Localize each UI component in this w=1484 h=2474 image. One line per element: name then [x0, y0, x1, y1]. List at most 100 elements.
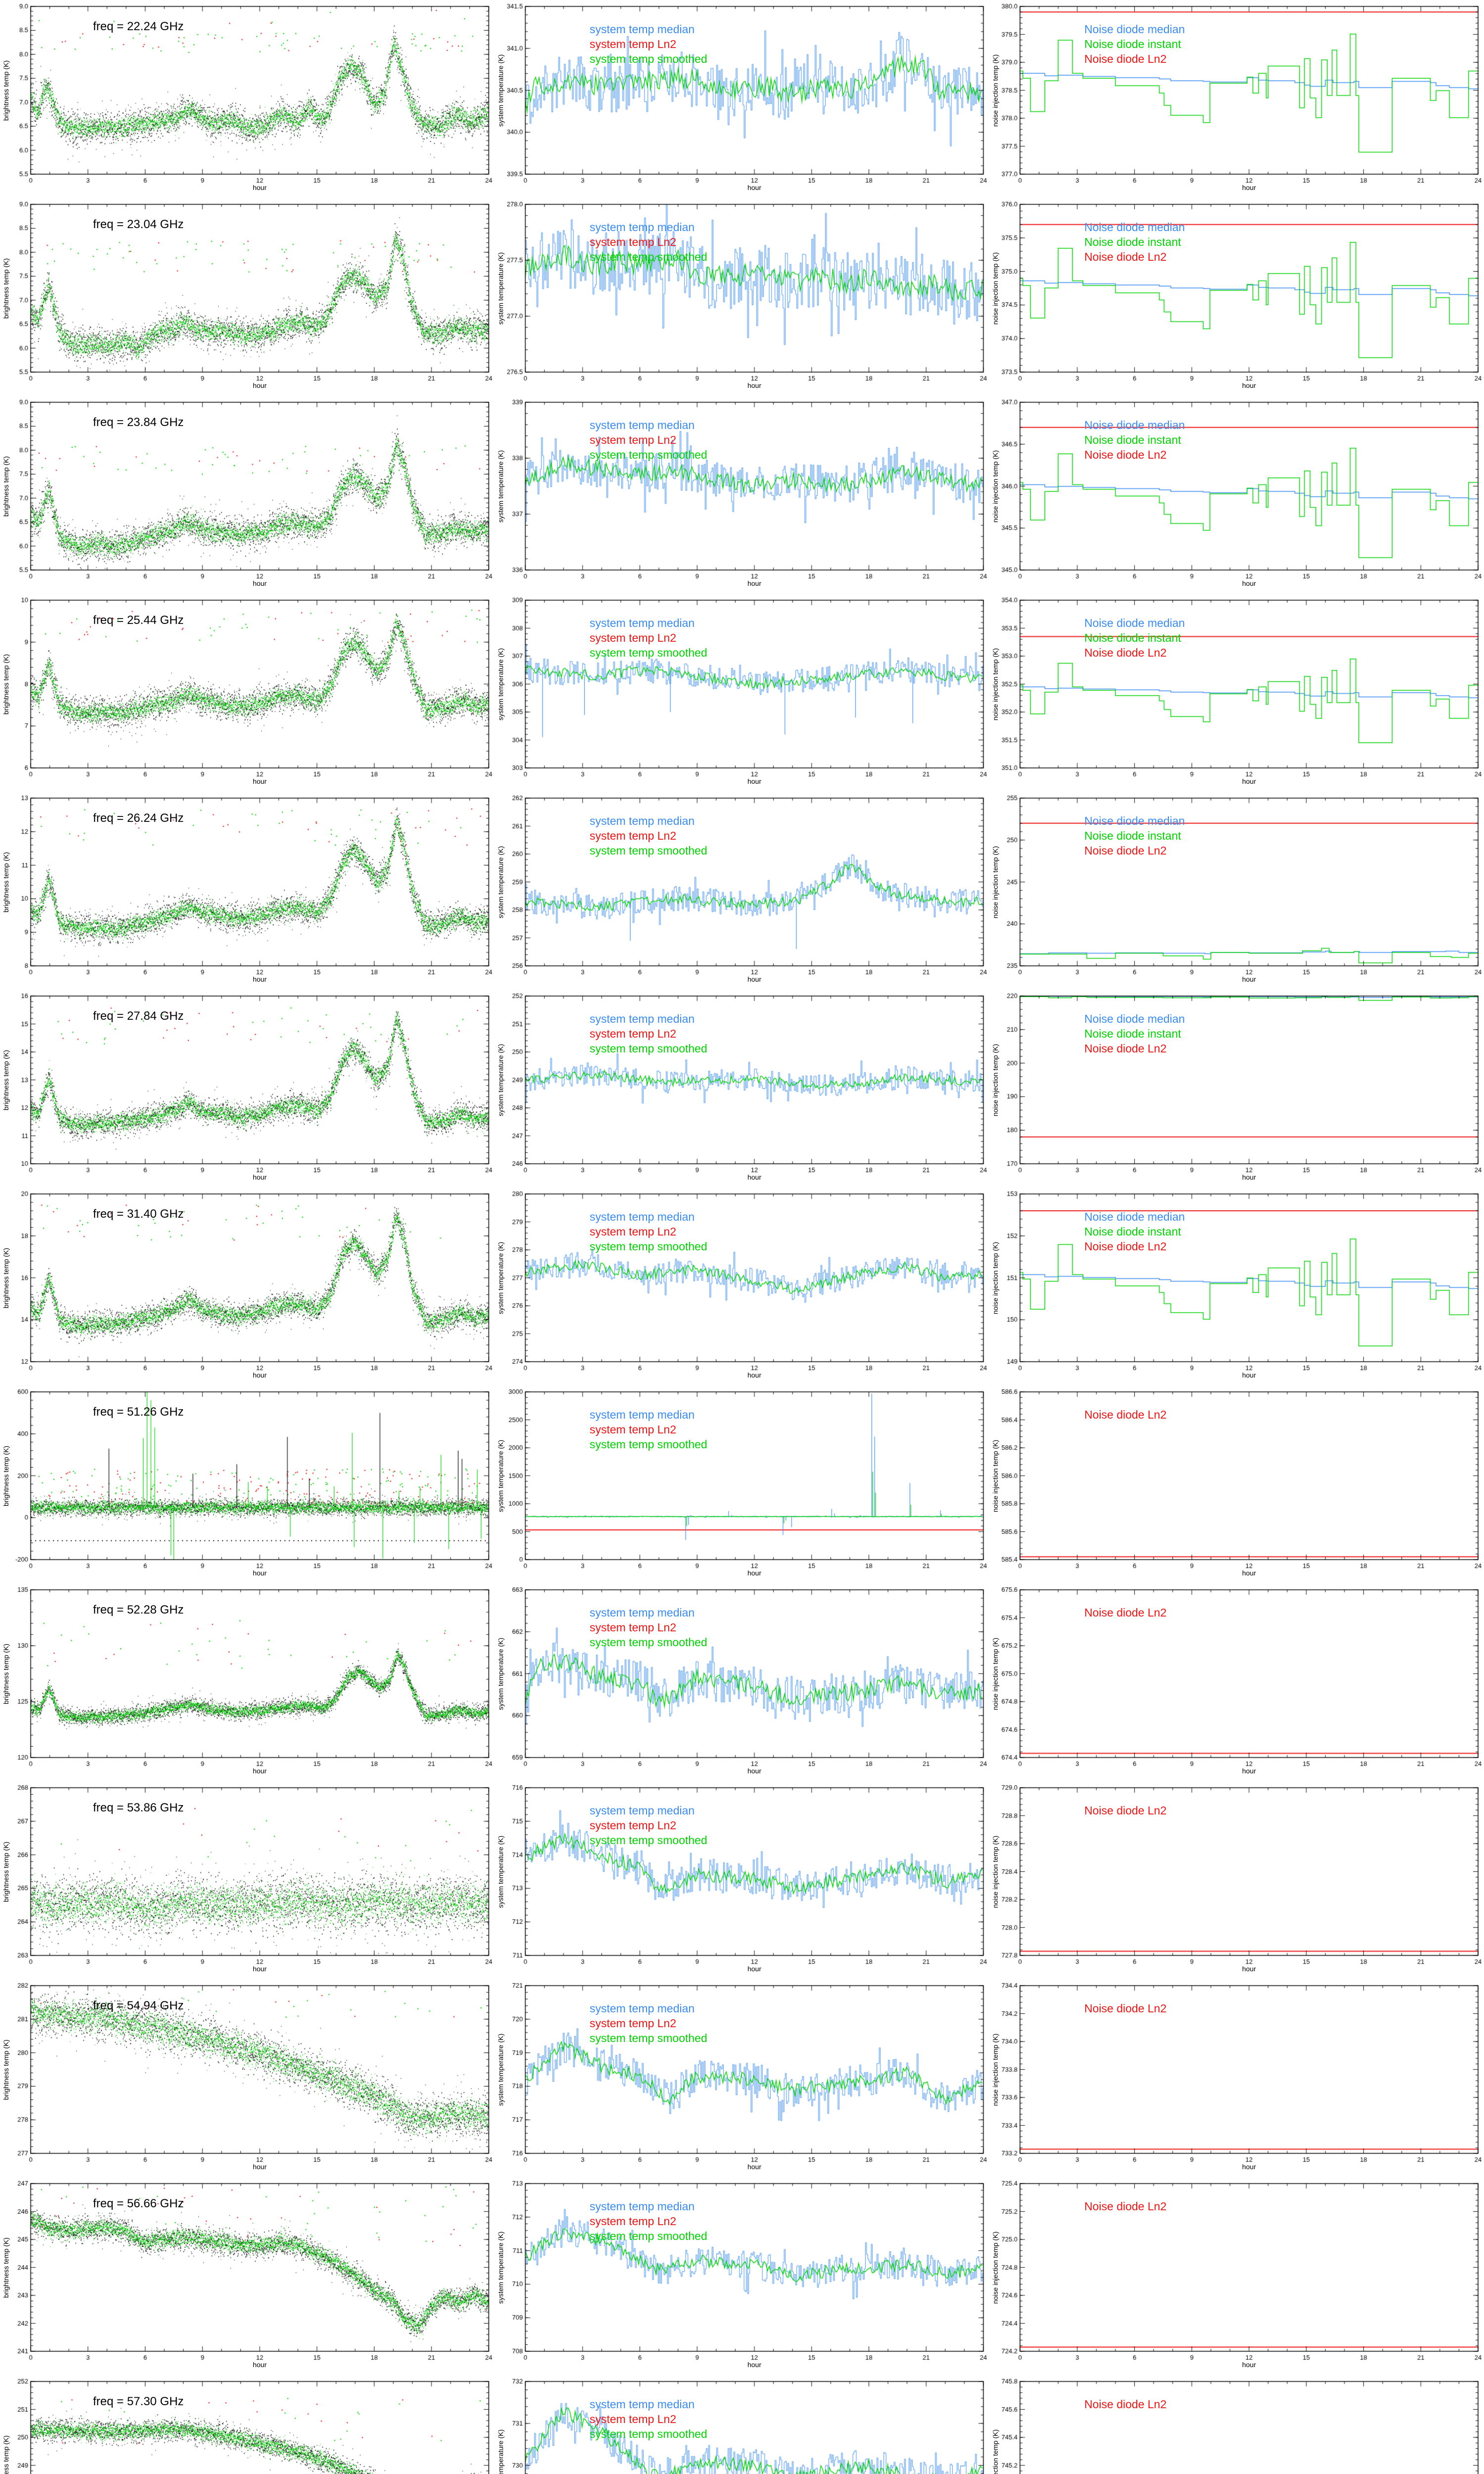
- chart-canvas-row11-middle: [495, 1979, 989, 2177]
- chart-legend: system temp median system temp Ln2 system …: [590, 1605, 707, 1650]
- x-axis-label: hour: [252, 1767, 267, 1775]
- x-axis-label: hour: [1242, 1965, 1256, 1973]
- x-axis-label: hour: [747, 2163, 762, 2171]
- chart-canvas-row13-left: [0, 2375, 495, 2474]
- x-axis-label: hour: [747, 1371, 762, 1379]
- legend-entry: Noise diode instant: [1084, 631, 1181, 644]
- x-axis-label: hour: [1242, 1173, 1256, 1181]
- chart-row7-left: freq = 31.40 GHz brightness temp (K) hour: [0, 1188, 495, 1385]
- x-axis-label: hour: [747, 381, 762, 389]
- chart-canvas-row12-middle: [495, 2177, 989, 2375]
- y-axis-label: noise injection temp (K): [991, 252, 999, 325]
- chart-legend: system temp median system temp Ln2 system …: [590, 1209, 707, 1254]
- legend-entry: Noise diode Ln2: [1084, 1042, 1167, 1055]
- chart-row3-right: Noise diode median Noise diode instant Noi…: [989, 396, 1484, 594]
- x-axis-label: hour: [252, 1569, 267, 1577]
- legend-entry: Noise diode instant: [1084, 1027, 1181, 1040]
- chart-title: freq = 53.86 GHz: [93, 1801, 184, 1814]
- y-axis-label: brightness temp (K): [2, 258, 10, 319]
- legend-entry: system temp median: [590, 2398, 695, 2411]
- chart-row2-right: Noise diode median Noise diode instant Noi…: [989, 198, 1484, 396]
- legend-entry: Noise diode median: [1084, 1210, 1185, 1223]
- chart-legend: Noise diode median Noise diode instant Noi…: [1084, 1011, 1185, 1056]
- chart-title: freq = 54.94 GHz: [93, 1999, 184, 2012]
- chart-canvas-row9-middle: [495, 1583, 989, 1781]
- legend-entry: system temp Ln2: [590, 829, 677, 842]
- chart-row9-right: Noise diode Ln2 noise injection temp (K) h…: [989, 1583, 1484, 1781]
- x-axis-label: hour: [1242, 1371, 1256, 1379]
- chart-title: freq = 56.66 GHz: [93, 2197, 184, 2210]
- legend-entry: system temp Ln2: [590, 2017, 677, 2030]
- chart-title: freq = 51.26 GHz: [93, 1405, 184, 1419]
- chart-row6-right: Noise diode median Noise diode instant Noi…: [989, 990, 1484, 1188]
- chart-row8-middle: system temp median system temp Ln2 system …: [495, 1385, 989, 1583]
- legend-entry: Noise diode instant: [1084, 1225, 1181, 1238]
- y-axis-label: noise injection temp (K): [991, 1241, 999, 1315]
- chart-row4-left: freq = 25.44 GHz brightness temp (K) hour: [0, 594, 495, 792]
- legend-entry: system temp median: [590, 1606, 695, 1619]
- chart-legend: Noise diode Ln2: [1084, 1407, 1166, 1422]
- chart-legend: system temp median system temp Ln2 system …: [590, 2397, 707, 2441]
- x-axis-label: hour: [252, 2163, 267, 2171]
- x-axis-label: hour: [1242, 777, 1256, 785]
- chart-canvas-row6-middle: [495, 990, 989, 1188]
- chart-row9-middle: system temp median system temp Ln2 system …: [495, 1583, 989, 1781]
- chart-legend: Noise diode median Noise diode instant Noi…: [1084, 1209, 1185, 1254]
- x-axis-label: hour: [747, 2361, 762, 2369]
- y-axis-label: system temperature (K): [497, 1637, 505, 1711]
- y-axis-label: noise injection temp (K): [991, 54, 999, 127]
- chart-legend: system temp median system temp Ln2 system …: [590, 616, 707, 660]
- chart-canvas-row12-right: [989, 2177, 1484, 2375]
- x-axis-label: hour: [1242, 184, 1256, 191]
- legend-entry: system temp median: [590, 617, 695, 629]
- legend-entry: system temp Ln2: [590, 38, 677, 50]
- chart-row8-right: Noise diode Ln2 noise injection temp (K) h…: [989, 1385, 1484, 1583]
- legend-entry: Noise diode Ln2: [1084, 1240, 1167, 1253]
- y-axis-label: noise injection temp (K): [991, 2231, 999, 2304]
- chart-row3-middle: system temp median system temp Ln2 system …: [495, 396, 989, 594]
- y-axis-label: noise injection temp (K): [991, 2429, 999, 2474]
- chart-legend: system temp median system temp Ln2 system …: [590, 1803, 707, 1848]
- chart-row2-left: freq = 23.04 GHz brightness temp (K) hour: [0, 198, 495, 396]
- legend-entry: Noise diode Ln2: [1084, 52, 1167, 65]
- chart-row1-middle: system temp median system temp Ln2 system …: [495, 0, 989, 198]
- legend-entry: system temp smoothed: [590, 2427, 707, 2440]
- chart-canvas-row4-left: [0, 594, 495, 792]
- x-axis-label: hour: [252, 184, 267, 191]
- chart-canvas-row11-left: [0, 1979, 495, 2177]
- y-axis-label: brightness temp (K): [2, 852, 10, 913]
- legend-entry: system temp smoothed: [590, 448, 707, 461]
- legend-entry: Noise diode Ln2: [1084, 1606, 1167, 1619]
- legend-entry: system temp median: [590, 23, 695, 36]
- chart-legend: Noise diode median Noise diode instant Noi…: [1084, 616, 1185, 660]
- chart-row13-middle: system temp median system temp Ln2 system …: [495, 2375, 989, 2474]
- chart-legend: Noise diode median Noise diode instant Noi…: [1084, 813, 1185, 858]
- legend-entry: system temp median: [590, 1408, 695, 1421]
- legend-entry: Noise diode Ln2: [1084, 646, 1167, 659]
- chart-canvas-row10-middle: [495, 1781, 989, 1979]
- y-axis-label: brightness temp (K): [2, 60, 10, 121]
- legend-entry: system temp median: [590, 419, 695, 431]
- legend-entry: system temp Ln2: [590, 2215, 677, 2228]
- chart-row12-middle: system temp median system temp Ln2 system …: [495, 2177, 989, 2375]
- legend-entry: Noise diode instant: [1084, 433, 1181, 446]
- chart-canvas-row2-right: [989, 198, 1484, 396]
- chart-canvas-row2-left: [0, 198, 495, 396]
- legend-entry: system temp smoothed: [590, 1834, 707, 1847]
- x-axis-label: hour: [1242, 381, 1256, 389]
- legend-entry: system temp median: [590, 1012, 695, 1025]
- legend-entry: system temp Ln2: [590, 1225, 677, 1238]
- chart-canvas-row5-middle: [495, 792, 989, 990]
- chart-canvas-row1-right: [989, 0, 1484, 198]
- x-axis-label: hour: [252, 2361, 267, 2369]
- x-axis-label: hour: [1242, 1767, 1256, 1775]
- chart-row7-middle: system temp median system temp Ln2 system …: [495, 1188, 989, 1385]
- chart-row12-left: freq = 56.66 GHz brightness temp (K) hour: [0, 2177, 495, 2375]
- chart-row11-right: Noise diode Ln2 noise injection temp (K) h…: [989, 1979, 1484, 2177]
- y-axis-label: noise injection temp (K): [991, 648, 999, 721]
- chart-legend: Noise diode Ln2: [1084, 1605, 1166, 1620]
- y-axis-label: noise injection temp (K): [991, 1835, 999, 1908]
- legend-entry: system temp Ln2: [590, 433, 677, 446]
